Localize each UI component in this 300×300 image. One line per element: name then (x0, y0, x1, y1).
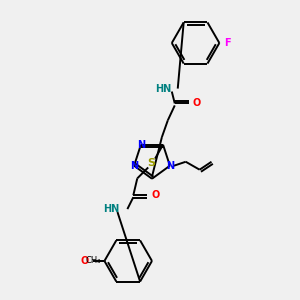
Text: HN: HN (155, 84, 172, 94)
Text: S: S (147, 158, 155, 167)
Text: CH₃: CH₃ (85, 256, 101, 266)
Text: O: O (193, 98, 201, 108)
Text: O: O (80, 256, 88, 266)
Text: O: O (151, 190, 159, 200)
Text: N: N (130, 161, 138, 171)
Text: HN: HN (103, 204, 119, 214)
Text: N: N (166, 161, 174, 171)
Text: F: F (224, 38, 231, 48)
Text: N: N (137, 140, 145, 150)
